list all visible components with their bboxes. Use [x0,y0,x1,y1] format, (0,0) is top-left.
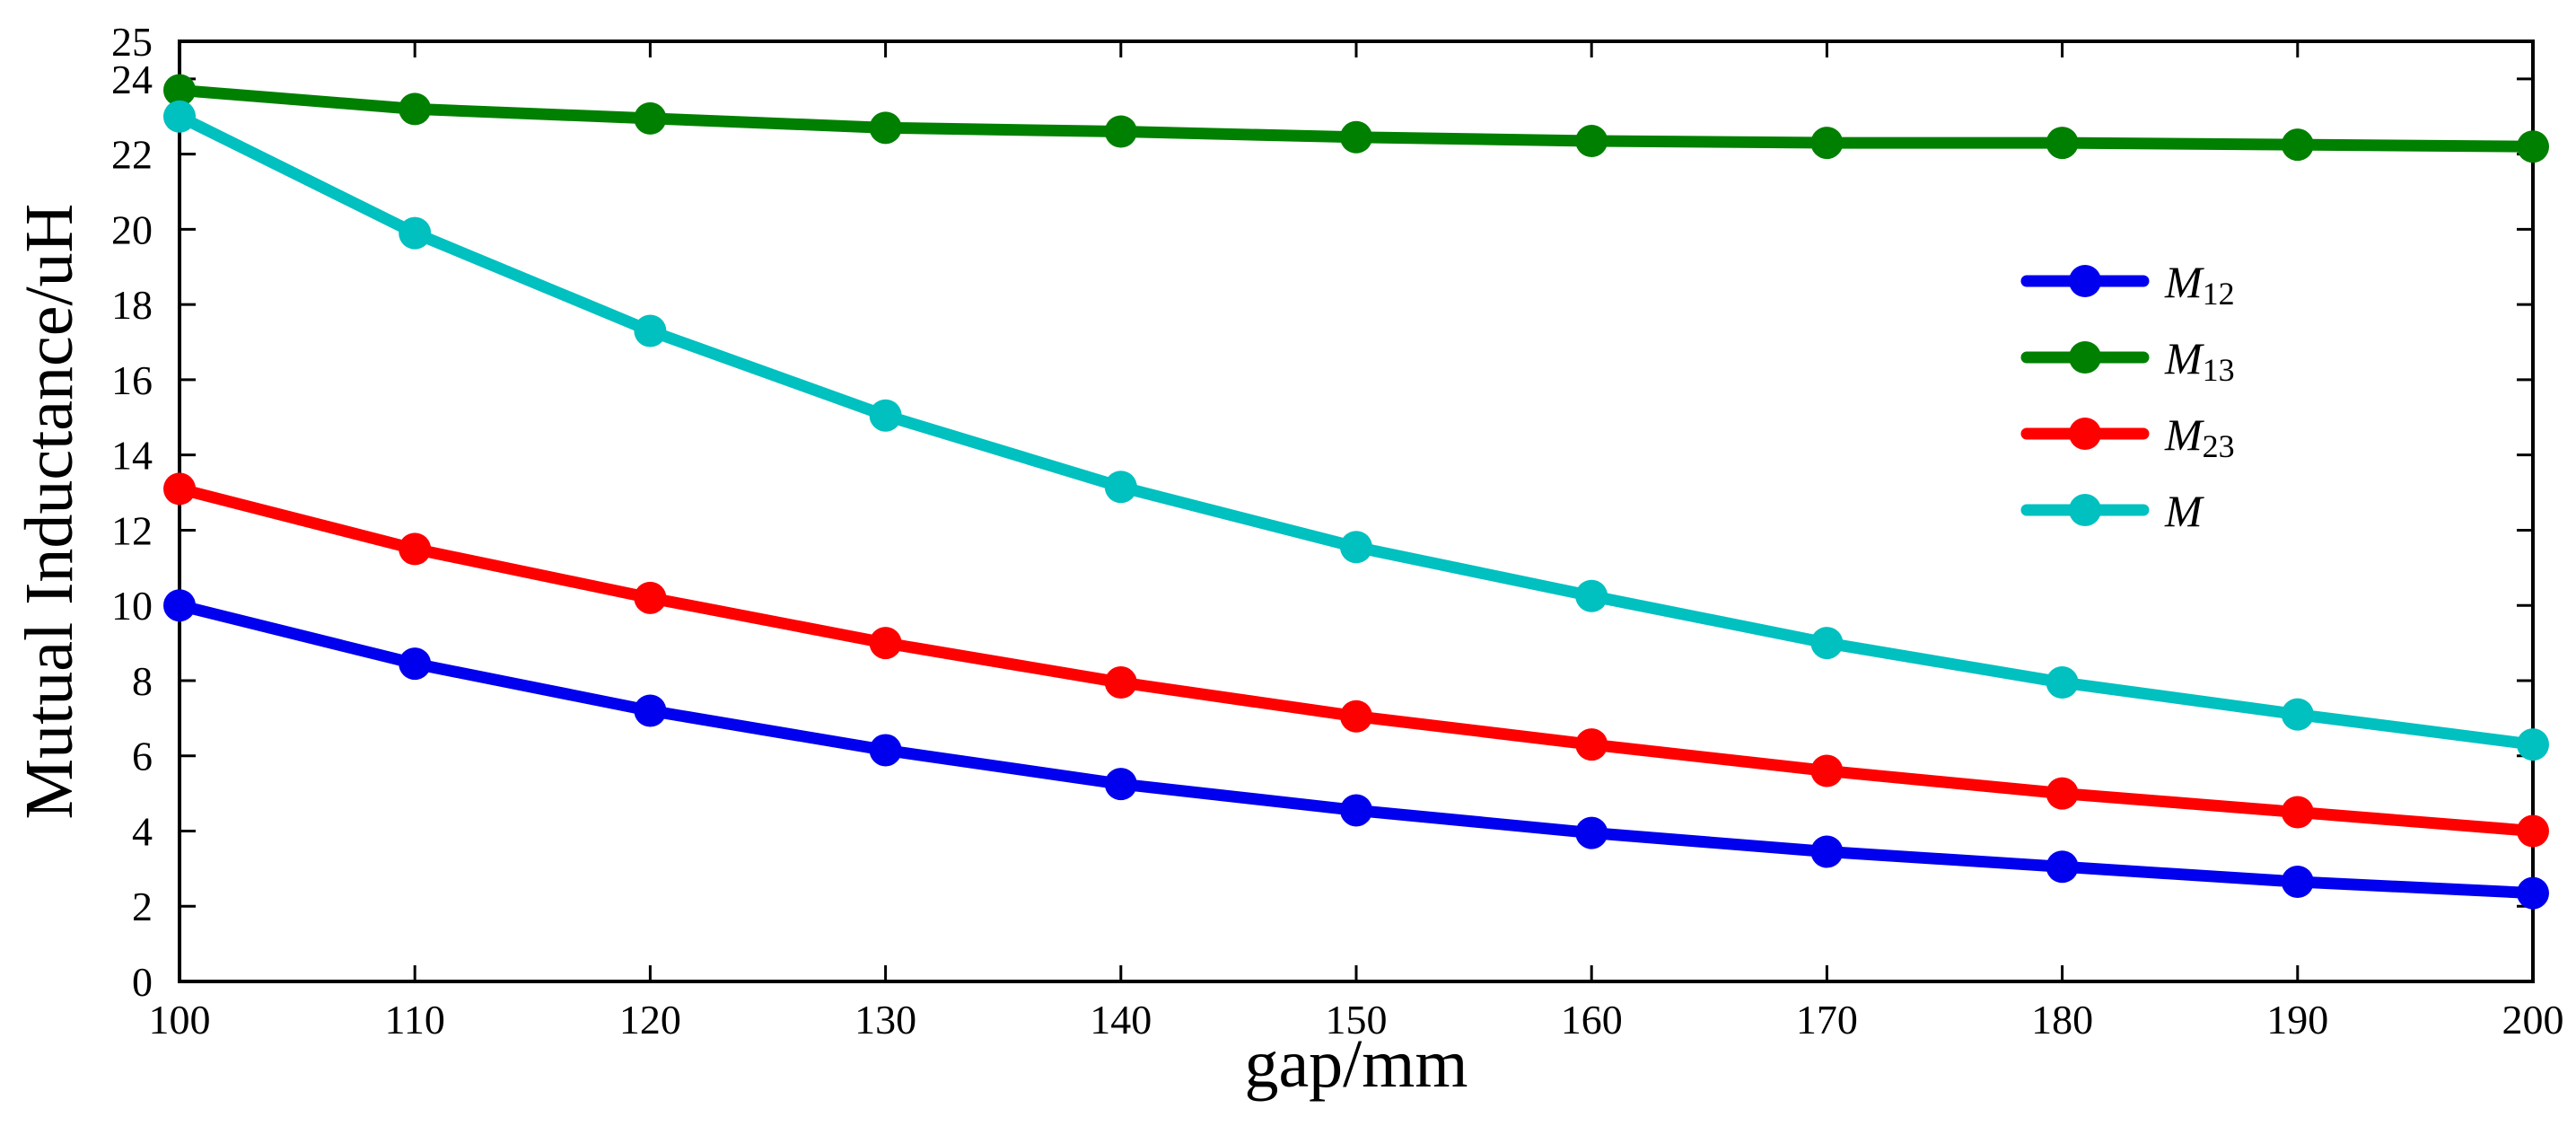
legend-marker [2069,265,2101,297]
data-point-m13 [2281,128,2314,162]
legend-label: M [2164,486,2204,536]
x-axis-title: gap/mm [1244,1026,1468,1102]
data-point-m13 [399,92,432,126]
y-axis-title: Mutual Inductance/uH [12,204,87,820]
legend-item-m13: M13 [2020,333,2235,388]
x-tick-label: 190 [2266,997,2328,1043]
data-point-m [399,216,432,250]
data-point-m12 [2517,876,2549,910]
data-point-m23 [2517,814,2549,848]
y-tick-label: 14 [111,433,153,479]
legend-marker [2069,494,2101,526]
x-tick-label: 130 [854,997,916,1043]
data-point-m23 [399,532,432,566]
legend-marker [2069,341,2101,374]
data-point-m [2046,666,2079,699]
legend-item-m23: M23 [2020,409,2235,464]
y-tick-label: 4 [132,808,153,854]
y-tick-label: 8 [132,658,153,704]
data-point-m13 [1810,127,1844,160]
data-point-m [1104,471,1137,504]
legend-label: M23 [2164,409,2235,464]
data-point-m12 [869,734,902,767]
data-point-m23 [1810,754,1844,787]
data-point-m13 [869,111,902,145]
x-tick-label: 180 [2031,997,2093,1043]
x-tick-label: 120 [619,997,681,1043]
data-point-m13 [163,74,196,107]
y-tick-label: 12 [111,507,153,553]
data-point-m12 [1575,816,1608,849]
data-point-m23 [634,581,667,614]
data-point-m [1810,627,1844,660]
y-tick-label: 24 [111,57,153,102]
data-point-m12 [2281,866,2314,899]
data-point-m [2281,698,2314,731]
y-tick-label: 0 [132,959,153,1005]
data-point-m12 [634,694,667,727]
legend-marker [2069,418,2101,450]
legend-label: M13 [2164,333,2235,388]
y-tick-label: 6 [132,734,153,779]
data-point-m [163,100,196,133]
legend-item-m12: M12 [2020,257,2235,312]
data-point-m13 [1340,120,1372,154]
data-point-m [634,314,667,348]
legend-label-sub: 23 [2203,428,2235,464]
data-point-m13 [634,101,667,135]
series-group [163,74,2549,910]
data-point-m13 [1104,115,1137,148]
legend-label-sub: 13 [2203,352,2235,388]
data-point-m [1575,579,1608,612]
x-tick-label: 110 [385,997,445,1043]
data-point-m [869,399,902,432]
data-point-m13 [2046,127,2079,160]
data-point-m23 [1104,666,1137,699]
x-tick-label: 200 [2502,997,2564,1043]
data-point-m23 [1340,699,1372,733]
data-point-m23 [869,627,902,660]
y-tick-label: 10 [111,583,153,629]
legend-label-main: M [2164,333,2204,383]
legend-label-main: M [2164,257,2204,307]
legend-label: M12 [2164,257,2235,312]
x-tick-label: 100 [149,997,211,1043]
x-tick-label: 160 [1561,997,1623,1043]
data-point-m12 [1104,768,1137,801]
data-point-m12 [1810,835,1844,868]
legend-label-main: M [2164,486,2204,536]
x-tick-label: 150 [1326,997,1388,1043]
data-point-m12 [2046,850,2079,884]
legend-item-m: M [2020,486,2204,536]
x-tick-label: 170 [1796,997,1858,1043]
data-point-m23 [1575,728,1608,761]
y-tick-label: 22 [111,132,153,178]
data-point-m13 [2517,130,2549,163]
y-tick-label: 18 [111,282,153,328]
legend-label-sub: 12 [2203,276,2235,312]
y-tick-label: 16 [111,357,153,403]
data-point-m12 [399,647,432,681]
data-point-m23 [163,472,196,506]
data-point-m12 [163,589,196,622]
y-tick-label: 25 [111,19,153,65]
data-point-m23 [2046,777,2079,810]
data-point-m [1340,531,1372,564]
y-tick-label: 2 [132,884,153,929]
axes-group: 100 110 120 130 140 150 160 170 180 190 2000246810… [111,19,2564,1043]
data-point-m13 [1575,124,1608,157]
x-tick-label: 140 [1090,997,1152,1043]
data-point-m23 [2281,796,2314,829]
y-tick-label: 20 [111,207,153,252]
data-point-m [2517,728,2549,761]
data-point-m12 [1340,794,1372,827]
legend-label-main: M [2164,409,2204,460]
